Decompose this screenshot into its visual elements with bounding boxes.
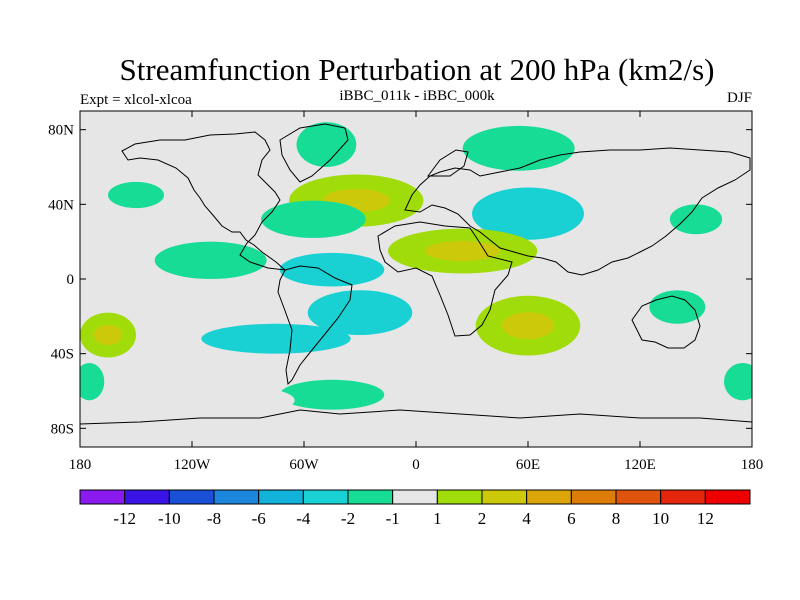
- x-tick-label: 60E: [516, 457, 540, 473]
- colorbar-label: 10: [652, 509, 669, 528]
- colorbar-swatch: [526, 489, 572, 505]
- contour-core: [501, 312, 555, 340]
- y-tick-label: 40S: [51, 347, 74, 363]
- run-difference-label: iBBC_011k - iBBC_000k: [339, 88, 495, 104]
- contour-region: [108, 181, 164, 209]
- contour-region: [279, 379, 385, 410]
- colorbar-label: 12: [697, 509, 714, 528]
- coastline-south-america: [277, 265, 353, 386]
- contour-region: [261, 200, 366, 238]
- contour-region: [401, 124, 469, 154]
- contour-region: [201, 323, 351, 354]
- colorbar-label: -12: [113, 509, 136, 528]
- contour-region: [296, 122, 357, 167]
- colorbar-swatch: [302, 489, 349, 505]
- y-tick-label: 80S: [51, 421, 74, 437]
- colorbar-label: -4: [296, 509, 311, 528]
- contour-region: [164, 295, 295, 319]
- coastline-africa: [377, 221, 513, 337]
- plot-title: Streamfunction Perturbation at 200 hPa (…: [119, 52, 715, 87]
- colorbar-swatch: [347, 489, 394, 505]
- colorbar-swatch: [481, 489, 528, 505]
- season-label: DJF: [726, 90, 752, 106]
- experiment-label: Expt = xlcol-xlcoa: [80, 92, 192, 108]
- colorbar-swatch: [79, 489, 126, 505]
- contour-region: [621, 325, 715, 364]
- contour-region: [94, 221, 140, 244]
- colorbar-label: -2: [341, 509, 355, 528]
- colorbar-label: 4: [522, 509, 531, 528]
- coastline-north-america: [121, 131, 287, 271]
- x-tick-label: 180: [741, 457, 764, 473]
- colorbar-swatch: [660, 489, 706, 505]
- contour-core: [94, 324, 122, 346]
- coastline-eurasia: [404, 147, 751, 276]
- y-tick-label: 80N: [48, 123, 74, 139]
- colorbar-swatch: [213, 489, 260, 505]
- x-tick-label: 0: [412, 457, 420, 473]
- contour-region: [201, 387, 295, 414]
- contour-region: [462, 125, 575, 171]
- colorbar-label: 6: [567, 509, 576, 528]
- colorbar-swatch: [168, 489, 215, 505]
- x-tick-label: 120W: [174, 457, 212, 473]
- colorbar-label: 8: [612, 509, 621, 528]
- colorbar-swatch: [124, 489, 170, 505]
- colorbar-label: -1: [386, 509, 400, 528]
- colorbar-swatch: [258, 489, 304, 505]
- coastline-australia: [631, 295, 701, 349]
- contour-region: [669, 204, 723, 235]
- colorbar-swatch: [392, 489, 438, 505]
- contour-region: [472, 187, 584, 240]
- coastline-scandinavia: [427, 149, 469, 177]
- contour-region: [154, 241, 267, 279]
- colorbar-swatch: [436, 489, 483, 505]
- colorbar-swatch: [615, 489, 662, 505]
- x-tick-label: 120E: [624, 457, 656, 473]
- x-tick-label: 60W: [289, 457, 319, 473]
- coastline-greenland: [279, 123, 349, 183]
- colorbar-label: 2: [478, 509, 487, 528]
- y-tick-label: 40N: [48, 197, 74, 213]
- colorbar-swatch: [704, 489, 751, 505]
- contour-region: [724, 363, 752, 401]
- x-tick-label: 180: [69, 457, 92, 473]
- y-tick-label: 0: [67, 272, 75, 288]
- colorbar-label: -8: [207, 509, 221, 528]
- map-background: [80, 111, 752, 447]
- colorbar-swatch: [570, 489, 617, 505]
- colorbar-label: 1: [433, 509, 442, 528]
- coastline-antarctica: [80, 409, 752, 425]
- colorbar-label: -10: [158, 509, 181, 528]
- contour-region: [279, 252, 385, 287]
- colorbar-label: -6: [252, 509, 266, 528]
- contour-region: [584, 170, 659, 209]
- contour-region: [80, 363, 105, 401]
